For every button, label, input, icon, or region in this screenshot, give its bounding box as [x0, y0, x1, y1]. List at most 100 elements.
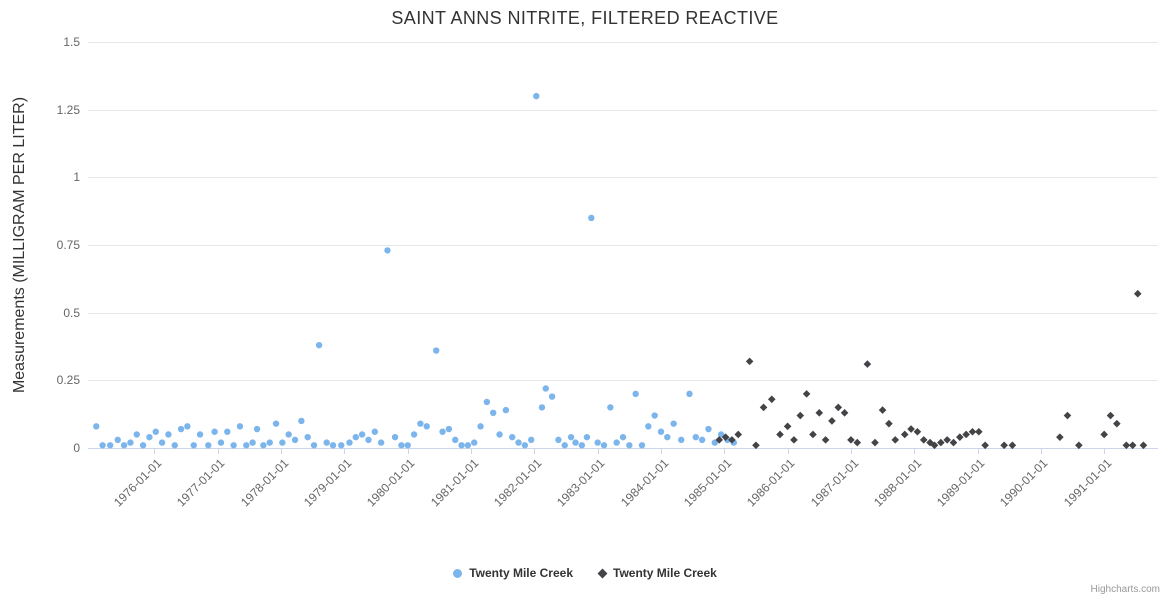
data-point[interactable] [783, 422, 792, 431]
data-point[interactable] [542, 385, 549, 392]
data-point[interactable] [600, 442, 608, 449]
data-point[interactable] [417, 420, 424, 427]
data-point[interactable] [919, 436, 928, 444]
data-point[interactable] [384, 247, 391, 254]
data-point[interactable] [236, 423, 244, 430]
data-point[interactable] [464, 442, 472, 449]
data-point[interactable] [391, 433, 399, 441]
data-point[interactable] [291, 436, 299, 444]
data-point[interactable] [146, 433, 153, 441]
data-point[interactable] [930, 441, 939, 450]
data-point[interactable] [1008, 441, 1017, 450]
data-point[interactable] [632, 390, 639, 398]
data-point[interactable] [711, 439, 719, 446]
data-point[interactable] [358, 431, 366, 438]
highcharts-credit-link[interactable]: Highcharts.com [1090, 584, 1160, 595]
data-point[interactable] [538, 404, 546, 411]
data-point[interactable] [626, 442, 633, 449]
data-point[interactable] [645, 423, 652, 430]
data-point[interactable] [885, 419, 893, 428]
data-point[interactable] [561, 442, 568, 449]
data-point[interactable] [776, 430, 784, 439]
data-point[interactable] [502, 406, 510, 414]
data-point[interactable] [962, 430, 970, 439]
data-point[interactable] [752, 441, 760, 450]
data-point[interactable] [613, 439, 620, 446]
data-point[interactable] [678, 436, 685, 444]
data-point[interactable] [567, 433, 575, 441]
data-point[interactable] [352, 433, 360, 441]
data-point[interactable] [583, 433, 591, 441]
data-point[interactable] [790, 436, 798, 444]
data-point[interactable] [230, 442, 237, 449]
data-point[interactable] [796, 411, 805, 420]
data-point[interactable] [377, 439, 385, 446]
data-point[interactable] [139, 442, 147, 449]
data-point[interactable] [410, 431, 418, 438]
data-point[interactable] [452, 436, 459, 444]
data-point[interactable] [329, 442, 337, 449]
data-point[interactable] [285, 431, 292, 438]
data-point[interactable] [439, 428, 446, 435]
data-point[interactable] [527, 436, 535, 444]
data-point[interactable] [1063, 411, 1072, 420]
legend-item-twenty-mile-creek-1[interactable]: Twenty Mile Creek [453, 566, 573, 580]
data-point[interactable] [315, 341, 323, 349]
data-point[interactable] [515, 439, 522, 446]
data-point[interactable] [398, 442, 405, 449]
data-point[interactable] [815, 409, 824, 417]
data-point[interactable] [767, 395, 776, 404]
data-point[interactable] [878, 406, 887, 414]
data-point[interactable] [471, 439, 478, 446]
data-point[interactable] [458, 442, 465, 449]
data-point[interactable] [975, 427, 983, 436]
data-point[interactable] [907, 425, 915, 433]
data-point[interactable] [555, 436, 562, 444]
data-point[interactable] [638, 442, 646, 449]
data-point[interactable] [937, 438, 945, 447]
data-point[interactable] [828, 417, 836, 425]
data-point[interactable] [133, 431, 140, 438]
data-point[interactable] [968, 427, 977, 436]
data-point[interactable] [165, 431, 172, 438]
data-point[interactable] [802, 390, 811, 398]
data-point[interactable] [272, 420, 280, 427]
data-point[interactable] [943, 436, 951, 444]
data-point[interactable] [705, 425, 712, 433]
data-point[interactable] [346, 439, 353, 446]
data-point[interactable] [578, 442, 586, 449]
data-point[interactable] [365, 436, 372, 444]
data-point[interactable] [745, 357, 754, 366]
data-point[interactable] [224, 428, 231, 435]
data-point[interactable] [338, 442, 345, 449]
data-point[interactable] [490, 409, 497, 417]
data-point[interactable] [1113, 419, 1121, 428]
data-point[interactable] [728, 436, 736, 444]
data-point[interactable] [692, 433, 700, 441]
data-point[interactable] [243, 442, 250, 449]
data-point[interactable] [548, 393, 556, 400]
data-point[interactable] [607, 404, 614, 411]
data-point[interactable] [981, 441, 989, 450]
data-point[interactable] [184, 423, 191, 430]
data-point[interactable] [509, 433, 516, 441]
data-point[interactable] [211, 428, 218, 435]
data-point[interactable] [956, 433, 964, 441]
data-point[interactable] [483, 398, 491, 406]
data-point[interactable] [1128, 441, 1137, 450]
data-point[interactable] [260, 442, 267, 449]
data-point[interactable] [106, 442, 114, 449]
data-point[interactable] [863, 360, 872, 368]
data-point[interactable] [323, 439, 330, 446]
data-point[interactable] [152, 428, 159, 435]
data-point[interactable] [298, 417, 305, 425]
data-point[interactable] [657, 428, 665, 435]
data-point[interactable] [120, 442, 128, 449]
data-point[interactable] [900, 430, 909, 439]
data-point[interactable] [190, 442, 197, 449]
data-point[interactable] [127, 439, 134, 446]
data-point[interactable] [949, 438, 958, 447]
data-point[interactable] [445, 425, 453, 433]
data-point[interactable] [158, 439, 166, 446]
data-point[interactable] [670, 420, 677, 427]
